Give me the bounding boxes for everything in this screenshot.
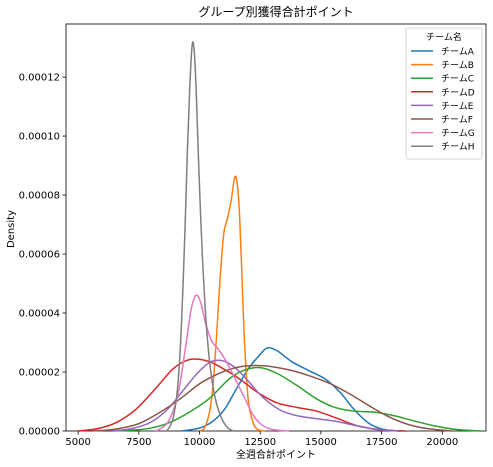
x-tick-label: 20000: [426, 437, 458, 448]
chart-title: グループ別獲得合計ポイント: [198, 4, 353, 19]
legend-label-6: チームF: [441, 115, 473, 126]
y-tick-label: 0.00008: [19, 191, 60, 202]
y-tick-label: 0.00012: [19, 73, 60, 84]
plot-area: [65, 23, 487, 432]
legend-label-7: チームG: [441, 128, 475, 139]
x-tick-label: 12500: [244, 437, 276, 448]
plot-frame: [65, 23, 487, 432]
series-line-8: [166, 41, 234, 432]
x-tick-label: 10000: [184, 437, 216, 448]
legend-items: チームA チームB チームC チームD チームE チームF チームG チームH: [411, 47, 475, 153]
legend-label-4: チームD: [441, 87, 475, 98]
series-line-2: [199, 175, 266, 432]
series-line-6: [90, 364, 453, 432]
legend-label-1: チームA: [441, 47, 475, 58]
x-axis: 5000 7500 10000 12500 15000 17500 20000: [65, 431, 458, 448]
legend: チーム名 チームA チームB チームC チームD チームE チームF チームG チームH: [405, 27, 483, 160]
legend-label-5: チームE: [441, 101, 474, 112]
y-tick-label: 0.00006: [19, 250, 60, 261]
x-axis-label: 全週合計ポイント: [236, 448, 316, 461]
series-line-5: [109, 359, 399, 432]
series-line-7: [155, 294, 290, 432]
x-tick-label: 15000: [305, 437, 337, 448]
legend-title: チーム名: [426, 31, 462, 43]
y-axis: 0.00000 0.00002 0.00004 0.00006 0.00008 0.000…: [19, 73, 66, 438]
legend-box: [405, 27, 483, 160]
y-tick-label: 0.00010: [19, 132, 60, 143]
x-tick-label: 5000: [65, 437, 90, 448]
x-tick-label: 17500: [366, 437, 398, 448]
y-tick-label: 0.00000: [19, 427, 60, 438]
legend-label-3: チームC: [441, 74, 474, 85]
legend-label-8: チームH: [441, 142, 475, 153]
y-tick-label: 0.00002: [19, 368, 60, 379]
y-tick-label: 0.00004: [19, 309, 60, 320]
series-line-4: [78, 358, 406, 432]
y-axis-label: Density: [6, 210, 17, 248]
x-tick-label: 7500: [126, 437, 151, 448]
legend-label-2: チームB: [441, 60, 474, 71]
